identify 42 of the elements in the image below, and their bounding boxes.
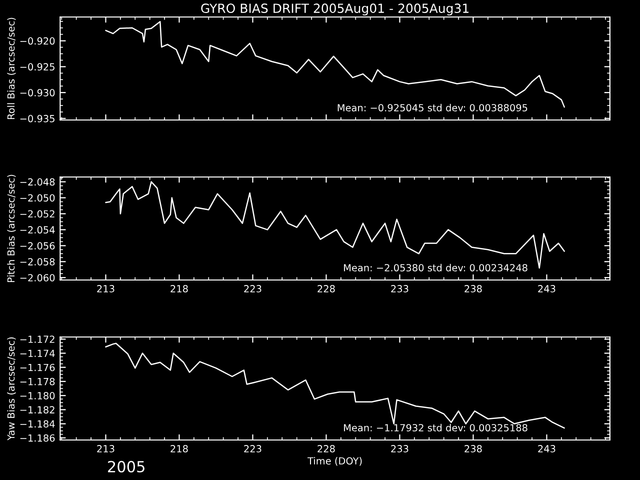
y-tick-label: −2.056 bbox=[20, 242, 55, 250]
y-tick-label: −2.060 bbox=[20, 274, 55, 282]
text: 2005 bbox=[108, 460, 144, 472]
y-tick-label: −2.058 bbox=[20, 258, 55, 266]
x-tick-label: 228 bbox=[318, 285, 335, 292]
x-tick-label: 228 bbox=[318, 445, 335, 452]
x-tick-label: 243 bbox=[538, 285, 556, 292]
x-tick-label: 238 bbox=[464, 285, 482, 292]
y-tick-label: −2.054 bbox=[20, 226, 55, 234]
y-tick-label: −1.176 bbox=[20, 364, 55, 372]
y-tick-label: −1.174 bbox=[20, 350, 55, 357]
y-tick-label: −1.178 bbox=[20, 378, 55, 386]
y-tick-label: −1.182 bbox=[20, 406, 54, 414]
x-axis-title: Time (DOY) bbox=[308, 457, 362, 466]
y-tick-label: −0.935 bbox=[20, 114, 54, 122]
x-tick-label: 218 bbox=[170, 285, 188, 292]
y-axis-title: Pitch Bias (arcsec/sec) bbox=[7, 174, 16, 282]
x-tick-label: 233 bbox=[391, 285, 408, 292]
annotation: Mean: −0.925045 std dev: 0.00388095 bbox=[338, 104, 528, 112]
x-tick-label: 223 bbox=[244, 285, 262, 292]
x-tick-label: 243 bbox=[538, 445, 556, 452]
y-tick-label: −0.920 bbox=[20, 37, 55, 45]
x-tick-label: 223 bbox=[244, 445, 262, 452]
y-tick-label: −1.186 bbox=[20, 434, 55, 442]
y-tick-label: −1.172 bbox=[20, 336, 54, 343]
y-axis-title: Yaw Bias (arcsec/sec) bbox=[7, 337, 16, 440]
y-tick-label: −1.180 bbox=[20, 392, 55, 400]
y-tick-label: −2.052 bbox=[20, 210, 54, 218]
annotation: Mean: −2.05380 std dev: 0.00234248 bbox=[344, 264, 528, 272]
y-tick-label: −2.050 bbox=[20, 194, 55, 202]
annotation: Mean: −1.17932 std dev: 0.00325188 bbox=[344, 424, 528, 432]
y-axis-title: Roll Bias (arcsec/sec) bbox=[7, 18, 16, 120]
chart-title: GYRO BIAS DRIFT 2005Aug01 - 2005Aug31 bbox=[201, 4, 468, 16]
x-tick-label: 213 bbox=[97, 445, 114, 452]
y-tick-label: −1.184 bbox=[20, 420, 55, 428]
x-tick-label: 218 bbox=[170, 445, 188, 452]
x-tick-label: 213 bbox=[97, 285, 114, 292]
y-tick-label: −0.930 bbox=[20, 89, 55, 96]
y-tick-label: −0.925 bbox=[20, 63, 54, 71]
y-tick-label: −2.048 bbox=[20, 178, 55, 186]
x-tick-label: 238 bbox=[464, 445, 482, 452]
x-tick-label: 233 bbox=[391, 445, 408, 452]
